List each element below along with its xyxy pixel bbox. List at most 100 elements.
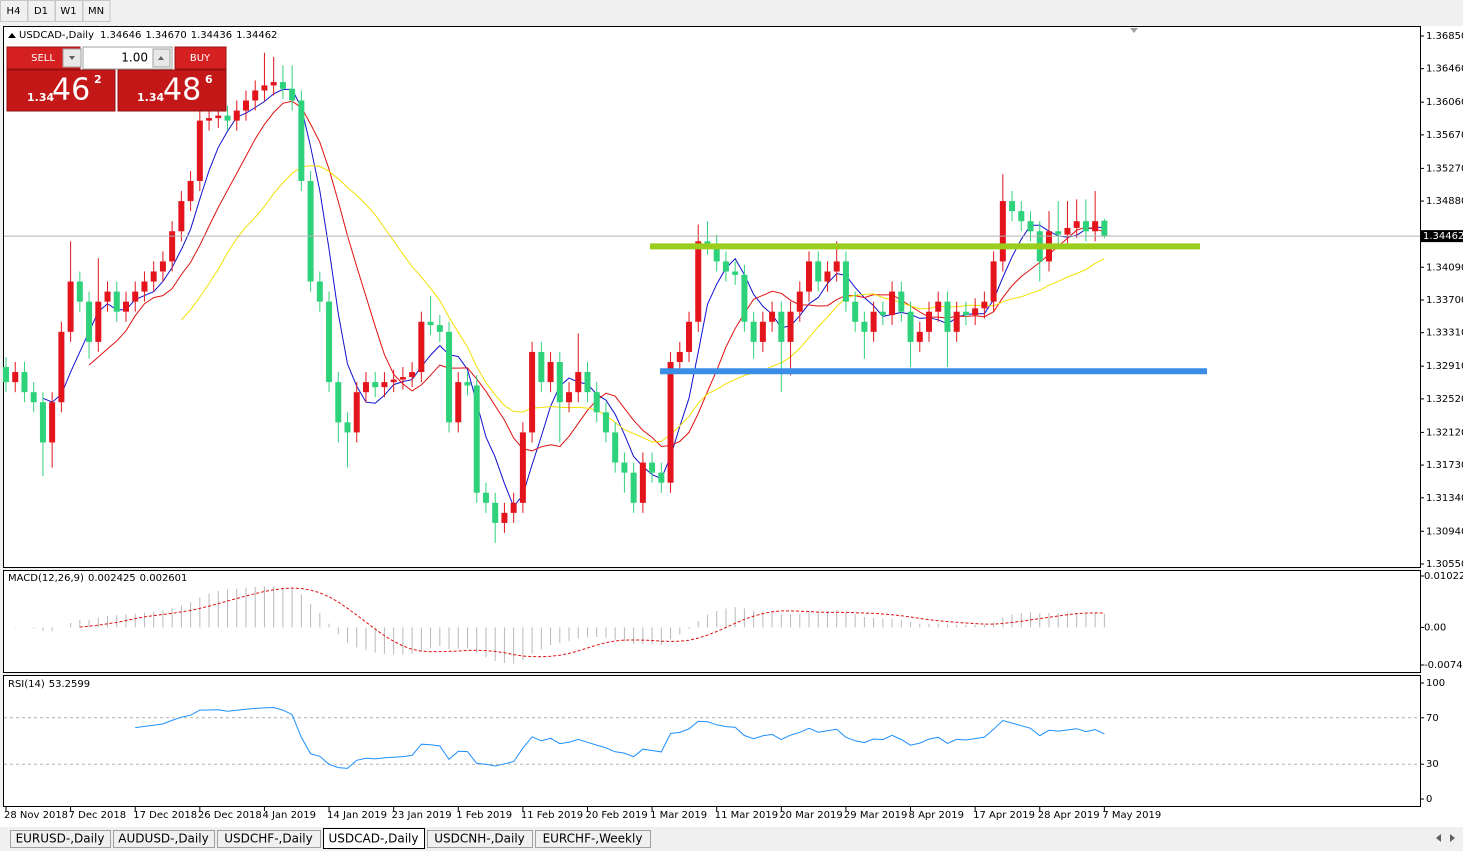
candle-body	[935, 301, 942, 312]
tab[interactable]	[217, 830, 321, 848]
candle-body	[196, 120, 203, 181]
buy-label: BUY	[190, 53, 211, 64]
candle-body	[122, 301, 129, 312]
macd-tick-label: 0.00	[1424, 622, 1446, 633]
x-tick-label: 28 Apr 2019	[1038, 810, 1100, 821]
candle-body	[58, 331, 65, 403]
y-tick-label: 1.34090	[1426, 262, 1463, 273]
candle-body	[529, 351, 536, 433]
candle-body	[372, 382, 379, 388]
candle-body	[713, 244, 720, 262]
candle-body	[538, 351, 545, 383]
macd-value: 0.002425	[88, 573, 136, 584]
ask-pips: 48	[163, 73, 201, 108]
candle-body	[1101, 220, 1108, 237]
x-tick-label: 7 Dec 2018	[69, 810, 127, 821]
candle-body	[649, 462, 656, 473]
bid-box[interactable]	[6, 69, 116, 112]
candle-body	[898, 291, 905, 312]
timeframe-label: D1	[34, 6, 48, 17]
candle-body	[335, 382, 342, 423]
candle-body	[870, 311, 877, 332]
x-tick-label: 11 Mar 2019	[715, 810, 778, 821]
tab[interactable]	[535, 830, 651, 848]
candle-body	[741, 274, 748, 322]
bid-point: 2	[94, 73, 102, 86]
candle-body	[1055, 231, 1062, 235]
ask-box[interactable]	[117, 69, 227, 112]
macd-tick-label: 0.010229	[1424, 571, 1463, 582]
candle-body	[842, 261, 849, 302]
symbol: USDCAD-,Daily	[19, 30, 94, 41]
x-tick-label: 1 Mar 2019	[650, 810, 707, 821]
ohlc-close: 1.34462	[236, 30, 277, 41]
x-tick-label: 29 Mar 2019	[844, 810, 907, 821]
chart-header: USDCAD-,Daily 1.34646 1.34670 1.34436 1.3446…	[19, 30, 277, 41]
candle-body	[482, 492, 489, 503]
candle-body	[67, 281, 74, 332]
tab-label: USDCNH-,Daily	[434, 832, 525, 846]
candle-body	[593, 392, 600, 413]
candle-body	[990, 261, 997, 302]
candle-body	[972, 308, 979, 316]
rsi-tick-label: 0	[1426, 794, 1432, 805]
candle-body	[916, 331, 923, 342]
scroll-left[interactable]	[1436, 834, 1441, 842]
scroll-right[interactable]	[1450, 834, 1455, 842]
rsi-tick-label: 100	[1426, 678, 1445, 689]
tab-label: EURUSD-,Daily	[16, 832, 105, 846]
moving-average	[181, 165, 1105, 443]
candle-body	[436, 325, 443, 332]
candle-body	[12, 372, 19, 383]
candle-body	[206, 118, 213, 121]
candle-body	[759, 321, 766, 342]
x-tick-label: 17 Apr 2019	[973, 810, 1035, 821]
candle-body	[187, 180, 194, 202]
candle-body	[252, 90, 259, 101]
x-tick-label: 7 May 2019	[1102, 810, 1161, 821]
macd-signal	[79, 587, 1105, 658]
candle-body	[658, 472, 665, 483]
candle-body	[575, 372, 582, 393]
candle-body	[39, 402, 46, 443]
candle-body	[981, 301, 988, 309]
macd-tick-label: -0.007477	[1424, 660, 1463, 671]
timeframe-button[interactable]	[82, 0, 111, 22]
ask-point: 6	[205, 73, 213, 86]
candle-body	[233, 110, 240, 121]
y-tick-label: 1.35670	[1426, 130, 1463, 141]
y-tick-label: 1.32120	[1426, 427, 1463, 438]
chart-frame	[3, 26, 1421, 807]
candle-body	[612, 432, 619, 463]
tab[interactable]	[113, 830, 215, 848]
candle-body	[409, 372, 416, 378]
tab-label-active: USDCAD-,Daily	[329, 832, 419, 846]
candle-body	[215, 115, 222, 119]
sell-label: SELL	[31, 53, 55, 64]
candle-body	[722, 261, 729, 272]
tab[interactable]	[10, 830, 111, 848]
lot-field[interactable]	[82, 46, 173, 70]
ask-big-figure: 1.34	[137, 91, 164, 104]
candle-body	[21, 372, 28, 393]
candle-body	[501, 512, 508, 523]
timeframe-label: MN	[88, 6, 104, 17]
tab[interactable]	[323, 828, 425, 849]
timeframe-label: W1	[60, 6, 76, 17]
candle-body	[270, 82, 277, 86]
y-tick-label: 1.34880	[1426, 196, 1463, 207]
rsi-title: RSI(14)	[8, 679, 45, 690]
buy-button[interactable]	[174, 46, 227, 70]
candle-body	[316, 281, 323, 302]
candle-body	[667, 361, 674, 483]
candle-body	[806, 261, 813, 292]
candle-body	[695, 241, 702, 322]
candle-body	[602, 412, 609, 433]
candle-body	[113, 291, 120, 312]
candle-body	[556, 361, 563, 403]
tab[interactable]	[427, 830, 533, 848]
y-tick-label: 1.36850	[1426, 31, 1463, 42]
candle-body	[242, 100, 249, 111]
timeframe-label: H4	[7, 6, 21, 17]
